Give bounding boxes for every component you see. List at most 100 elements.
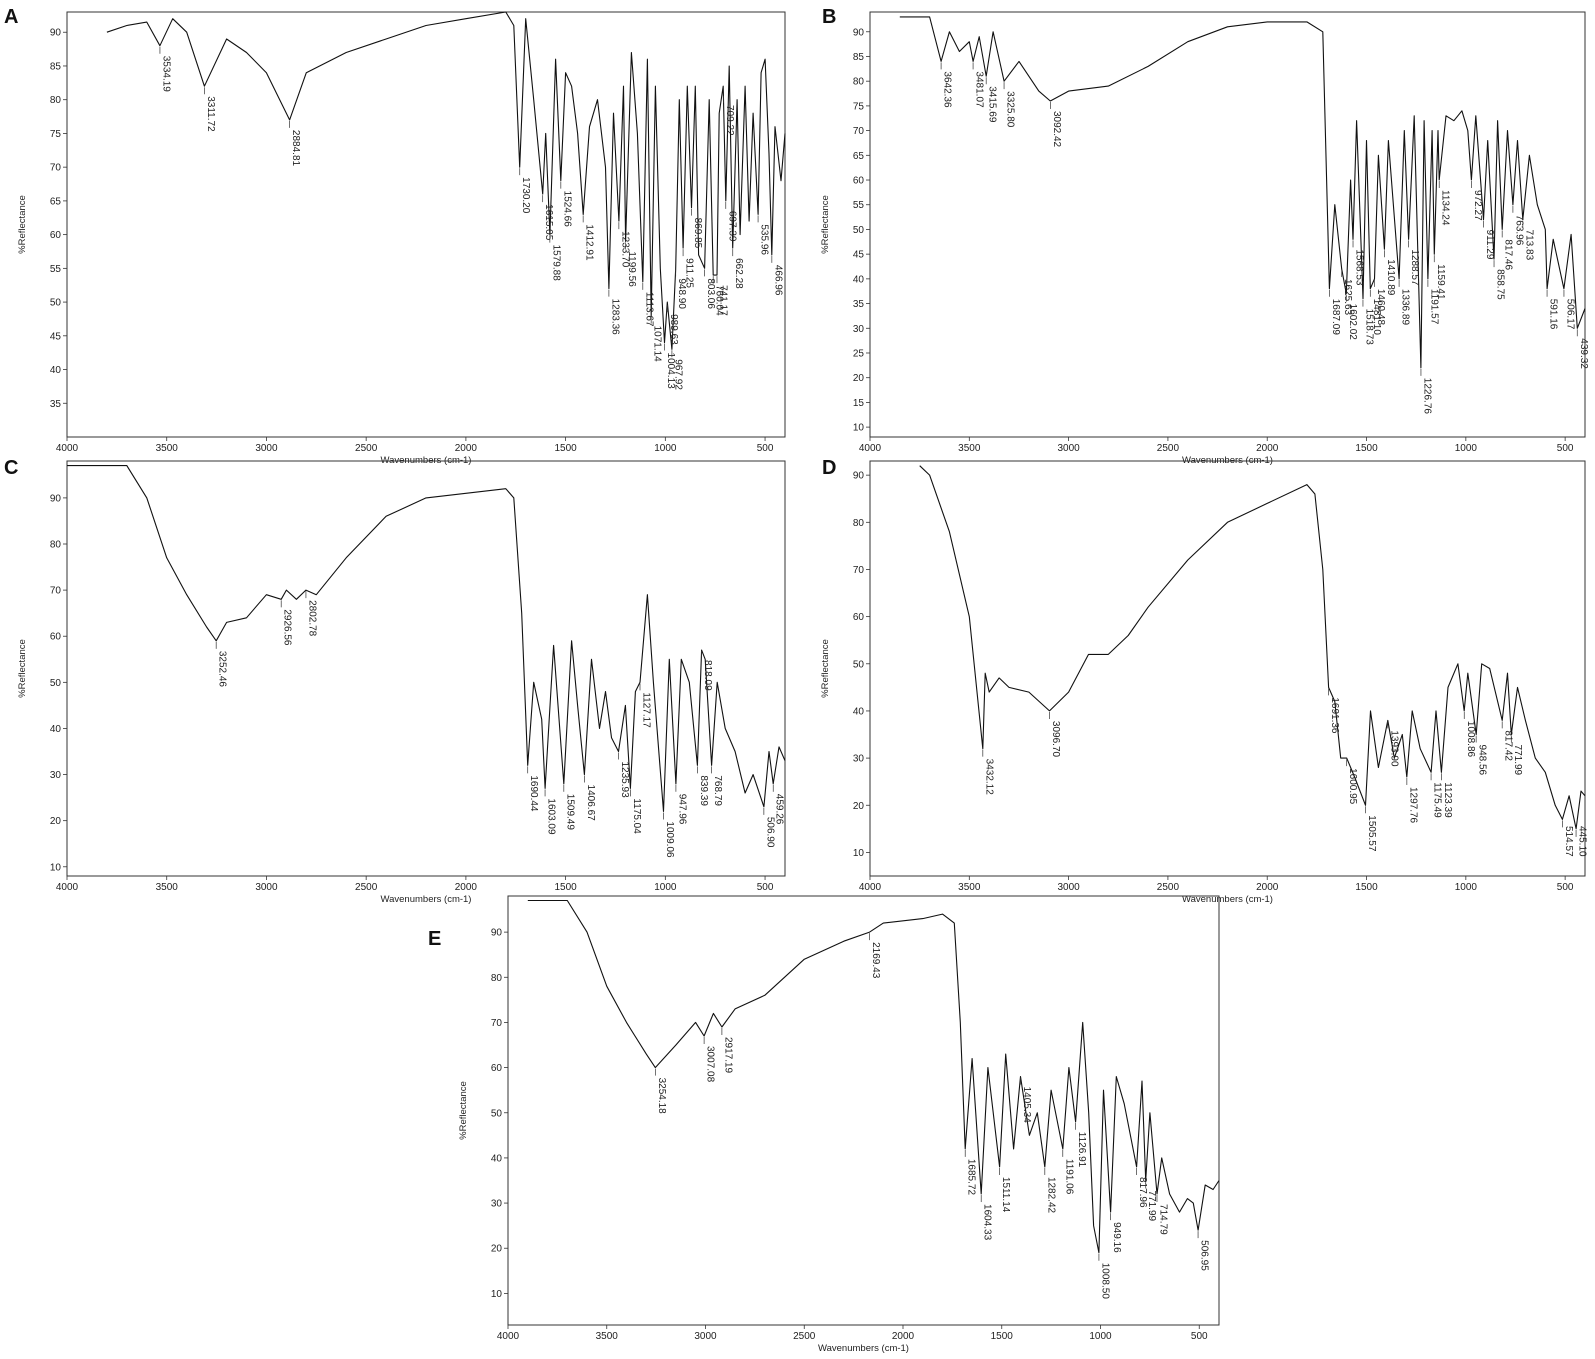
x-tick-label: 2000 — [1256, 882, 1279, 893]
y-tick-label: 10 — [853, 423, 865, 434]
panel-letter: A — [4, 6, 18, 28]
peak-label: 1008.86 — [1465, 721, 1476, 758]
peak-label: 1191.57 — [1428, 289, 1439, 325]
peak-label: 445.10 — [1577, 826, 1588, 857]
peak-label: 1159.41 — [1435, 264, 1446, 300]
peak-label: 506.17 — [1564, 299, 1575, 330]
plot-frame — [66, 11, 786, 438]
x-tick-label: 3000 — [255, 443, 278, 454]
x-tick-label: 3500 — [958, 882, 981, 893]
peak-label: 1600.95 — [1347, 768, 1358, 805]
y-tick-label: 70 — [50, 163, 62, 174]
x-tick-label: 500 — [757, 882, 774, 893]
peak-label: 1283.36 — [609, 299, 620, 336]
peak-label: 2802.78 — [306, 600, 317, 637]
spectrum-line — [106, 11, 786, 350]
peak-label: 1412.91 — [584, 224, 595, 261]
peak-label: 817.42 — [1503, 730, 1514, 761]
y-tick-label: 60 — [853, 176, 865, 187]
peak-label: 3007.08 — [705, 1046, 716, 1083]
x-tick-label: 1500 — [991, 1331, 1014, 1342]
x-tick-label: 1000 — [654, 443, 677, 454]
x-tick-label: 1000 — [1455, 882, 1478, 893]
x-tick-label: 2500 — [793, 1331, 816, 1342]
peak-label: 714.79 — [1157, 1204, 1168, 1235]
peak-label: 1175.04 — [631, 798, 642, 834]
peak-label: 1126.91 — [1076, 1132, 1087, 1168]
y-tick-label: 90 — [50, 28, 62, 39]
peak-label: 948.56 — [1477, 745, 1488, 776]
panel-b: B 4000 3500 3000 2500 2000 1500 1000 500 10 15 20 25… — [820, 6, 1589, 466]
peak-label: 1191.06 — [1063, 1159, 1074, 1195]
peak-label: 768.79 — [712, 775, 723, 806]
peak-label: 1691.36 — [1329, 697, 1340, 734]
y-tick-label: 15 — [853, 398, 865, 409]
plot-frame — [507, 895, 1220, 1326]
x-tick-label: 1500 — [1355, 443, 1378, 454]
plot-frame — [869, 11, 1586, 438]
x-tick-label: 3500 — [156, 882, 179, 893]
x-tick-label: 4000 — [56, 443, 79, 454]
peak-label: 3311.72 — [205, 96, 216, 132]
x-tick-label: 4000 — [497, 1331, 520, 1342]
peak-label: 948.90 — [676, 278, 687, 309]
peak-label: 1460.48 — [1375, 289, 1386, 326]
x-tick-label: 2500 — [355, 443, 378, 454]
peak-label: 466.96 — [772, 265, 783, 296]
panel-letter: D — [822, 457, 836, 479]
peak-label: 439.32 — [1578, 338, 1589, 369]
peak-label: 506.95 — [1199, 1240, 1210, 1271]
plot-frame — [869, 460, 1586, 877]
peak-label: 1518.73 — [1363, 309, 1374, 346]
panel-letter: E — [428, 928, 441, 950]
peak-label: 1505.57 — [1366, 815, 1377, 852]
x-tick-label: 3000 — [1057, 443, 1080, 454]
peak-label: 3534.19 — [160, 56, 171, 93]
y-tick-label: 30 — [50, 770, 62, 781]
peak-label: 1226.76 — [1421, 378, 1432, 415]
peak-label: 1233.70 — [619, 231, 630, 268]
panel-e: E 4000 3500 3000 2500 2000 1500 1000 500 10 20 30 40… — [428, 895, 1220, 1354]
peak-label: 3254.18 — [656, 1078, 667, 1115]
peak-label: 1730.20 — [520, 177, 531, 214]
peak-label: 949.16 — [1111, 1222, 1122, 1253]
peak-label: 1008.50 — [1099, 1263, 1110, 1300]
peak-label: 1071.14 — [652, 326, 663, 363]
peak-label: 2169.43 — [870, 942, 881, 979]
spectrum-line — [67, 465, 786, 812]
peak-label: 1602.02 — [1347, 304, 1358, 341]
y-tick-label: 50 — [491, 1108, 503, 1119]
y-tick-label: 40 — [853, 274, 865, 285]
peak-label: 1009.06 — [664, 821, 675, 858]
peak-label: 1685.72 — [966, 1159, 977, 1196]
x-tick-label: 2000 — [455, 882, 478, 893]
peak-label: 3415.69 — [987, 86, 998, 123]
peak-label: 1509.49 — [564, 794, 575, 831]
peak-label: 1235.93 — [619, 762, 630, 799]
x-tick-label: 2500 — [1157, 443, 1180, 454]
x-tick-label: 1000 — [1455, 443, 1478, 454]
y-tick-label: 50 — [853, 659, 865, 670]
x-axis-title: Wavenumbers (cm-1) — [818, 1343, 909, 1354]
x-tick-label: 1000 — [654, 882, 677, 893]
peak-label: 1410.89 — [1385, 259, 1396, 296]
peak-label: 989.63 — [668, 314, 679, 345]
peak-label: 709.22 — [724, 105, 735, 136]
x-tick-label: 2000 — [455, 443, 478, 454]
y-tick-label: 90 — [853, 471, 865, 482]
peak-label: 3642.36 — [942, 71, 953, 108]
y-tick-label: 60 — [491, 1063, 503, 1074]
y-tick-label: 60 — [50, 230, 62, 241]
y-tick-label: 25 — [853, 348, 865, 359]
x-axis-title: Wavenumbers (cm-1) — [1182, 894, 1273, 905]
y-tick-label: 50 — [50, 678, 62, 689]
peak-label: 858.75 — [1495, 269, 1506, 300]
peak-label: 869.85 — [692, 218, 703, 249]
x-tick-label: 500 — [757, 443, 774, 454]
peak-label: 1511.14 — [1000, 1177, 1011, 1213]
y-tick-label: 50 — [853, 225, 865, 236]
peak-label: 741.17 — [717, 285, 728, 316]
x-tick-label: 1500 — [554, 882, 577, 893]
y-tick-label: 40 — [50, 365, 62, 376]
